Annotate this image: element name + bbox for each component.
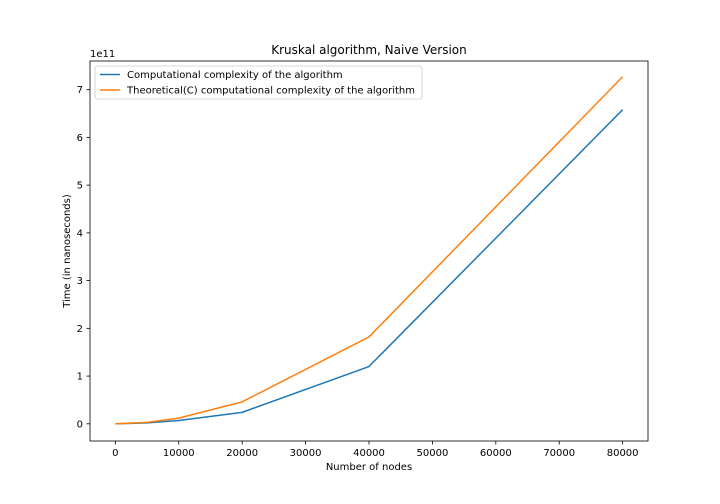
x-axis-label: Number of nodes [326,462,412,473]
y-tick-label: 0 [77,419,83,430]
x-tick-label: 0 [112,448,118,459]
x-tick-label: 80000 [607,448,639,459]
legend-box [94,65,423,100]
legend-label-1: Computational complexity of the algorith… [127,70,343,81]
x-tick-label: 50000 [417,448,449,459]
y-tick-label: 5 [77,181,83,192]
plot-frame [89,60,649,442]
y-tick-label: 1 [77,372,83,383]
chart-title: Kruskal algorithm, Naive Version [271,43,467,57]
legend-label-2: Theoretical(C) computational complexity … [126,86,415,97]
y-tick-label: 4 [77,228,83,239]
y-axis-label: Time (in nanoseconds) [62,194,73,309]
x-tick-label: 60000 [480,448,512,459]
legend: Computational complexity of the algorith… [94,65,423,100]
y-tick-label: 7 [77,85,83,96]
series-line-2 [115,76,624,425]
x-tick-label: 20000 [226,448,258,459]
x-axis-ticks: 0 10000 20000 30000 40000 50000 60000 70000 8000… [112,441,639,459]
y-tick-label: 3 [77,276,83,287]
x-tick-label: 10000 [163,448,195,459]
x-tick-label: 30000 [290,448,322,459]
x-tick-label: 70000 [543,448,575,459]
x-tick-label: 40000 [353,448,385,459]
y-tick-label: 2 [77,324,83,335]
plot-area [90,61,648,441]
series-layer [115,76,624,425]
y-tick-label: 6 [77,133,83,144]
y-axis-ticks: 0 1 2 3 4 5 6 7 [77,85,90,430]
y-axis-offset-label: 1e11 [90,49,115,60]
